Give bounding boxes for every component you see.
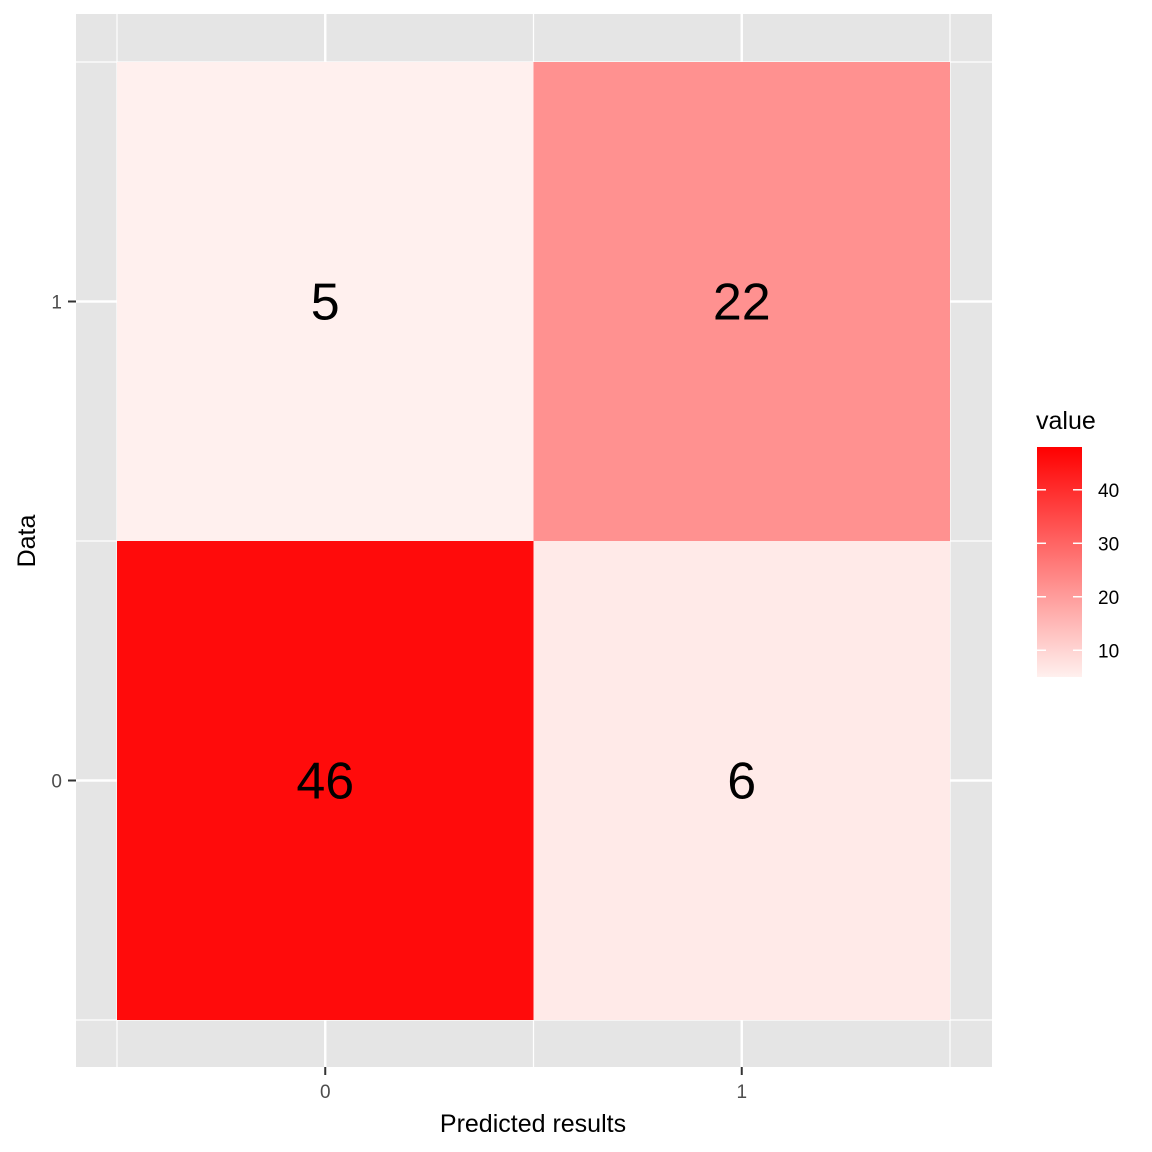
cell-value-label: 5 xyxy=(311,274,340,332)
color-legend: value 10 20 30 40 xyxy=(1036,407,1119,677)
cell-value-label: 46 xyxy=(296,753,354,811)
cell-value-label: 6 xyxy=(727,753,756,811)
y-axis-title: Data xyxy=(13,515,41,568)
legend-title: value xyxy=(1036,407,1096,435)
heatmap-cell-x0-y0 xyxy=(117,541,534,1020)
heatmap-cell-x0-y1 xyxy=(117,62,534,541)
cell-value-label: 22 xyxy=(713,274,771,332)
x-tick-label: 0 xyxy=(320,1082,331,1103)
x-axis-title: Predicted results xyxy=(440,1110,626,1138)
heatmap-cell-x1-y1 xyxy=(533,62,950,541)
heatmap-cells: 5 22 46 6 xyxy=(117,62,950,1020)
y-tick-label: 0 xyxy=(51,772,62,793)
legend-ticks: 10 20 30 40 xyxy=(1037,481,1119,662)
axes: 0 1 0 1 xyxy=(51,293,747,1104)
legend-tick-label: 30 xyxy=(1098,534,1119,555)
legend-tick-label: 10 xyxy=(1098,641,1119,662)
y-tick-label: 1 xyxy=(51,293,62,314)
legend-tick-label: 20 xyxy=(1098,588,1119,609)
heatmap-cell-x1-y0 xyxy=(533,541,950,1020)
legend-tick-label: 40 xyxy=(1098,481,1119,502)
legend-colorbar xyxy=(1037,447,1082,677)
x-tick-label: 1 xyxy=(736,1082,747,1103)
